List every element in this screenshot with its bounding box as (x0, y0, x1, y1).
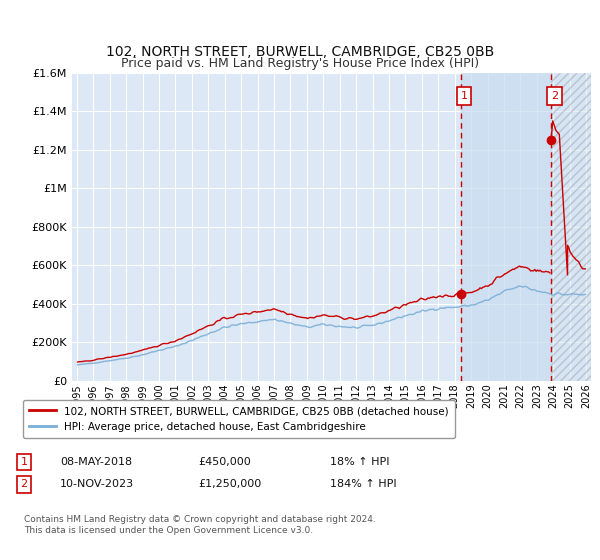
Text: £1,250,000: £1,250,000 (198, 479, 261, 489)
Text: Contains HM Land Registry data © Crown copyright and database right 2024.
This d: Contains HM Land Registry data © Crown c… (24, 515, 376, 535)
Bar (551, 73, 591, 381)
Text: 18% ↑ HPI: 18% ↑ HPI (330, 457, 389, 467)
Bar (461, 73, 551, 381)
Text: 184% ↑ HPI: 184% ↑ HPI (330, 479, 397, 489)
Text: 2: 2 (20, 479, 28, 489)
Bar (551, 73, 591, 381)
Text: Price paid vs. HM Land Registry's House Price Index (HPI): Price paid vs. HM Land Registry's House … (121, 57, 479, 70)
Text: 08-MAY-2018: 08-MAY-2018 (60, 457, 132, 467)
Text: 102, NORTH STREET, BURWELL, CAMBRIDGE, CB25 0BB: 102, NORTH STREET, BURWELL, CAMBRIDGE, C… (106, 45, 494, 59)
Text: 2: 2 (551, 91, 558, 101)
Legend: 102, NORTH STREET, BURWELL, CAMBRIDGE, CB25 0BB (detached house), HPI: Average p: 102, NORTH STREET, BURWELL, CAMBRIDGE, C… (23, 400, 455, 438)
Text: 1: 1 (461, 91, 467, 101)
Text: 10-NOV-2023: 10-NOV-2023 (60, 479, 134, 489)
Text: £450,000: £450,000 (198, 457, 251, 467)
Text: 1: 1 (20, 457, 28, 467)
